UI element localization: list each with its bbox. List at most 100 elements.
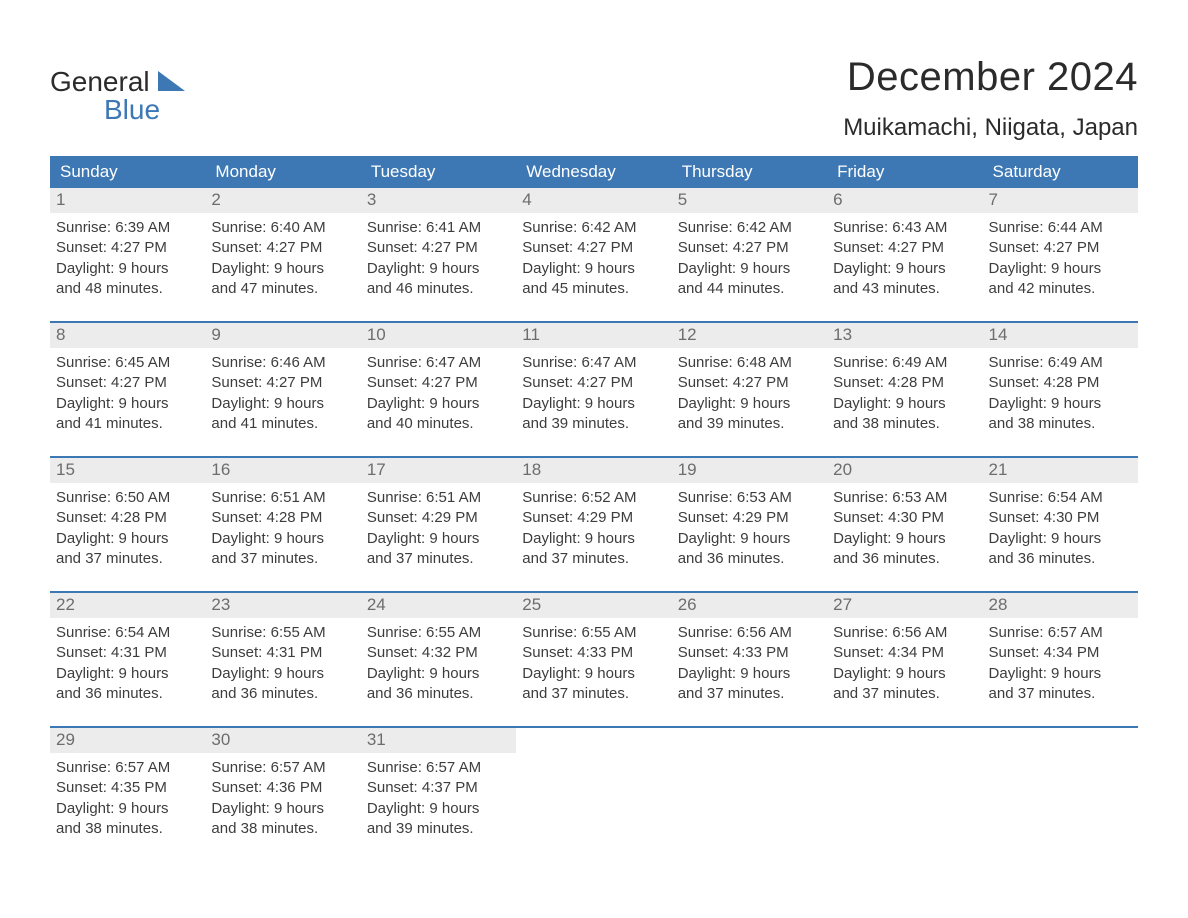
header: General Blue December 2024 Muikamachi, N… bbox=[50, 0, 1138, 142]
detail-dl2: and 38 minutes. bbox=[56, 819, 199, 839]
day-cell: 1Sunrise: 6:39 AMSunset: 4:27 PMDaylight… bbox=[50, 188, 205, 321]
day-detail: Sunrise: 6:39 AMSunset: 4:27 PMDaylight:… bbox=[50, 213, 205, 299]
detail-dl2: and 36 minutes. bbox=[989, 549, 1132, 569]
day-detail: Sunrise: 6:55 AMSunset: 4:32 PMDaylight:… bbox=[361, 618, 516, 704]
detail-dl2: and 43 minutes. bbox=[833, 279, 976, 299]
detail-sunrise: Sunrise: 6:45 AM bbox=[56, 353, 199, 373]
day-header: Tuesday bbox=[361, 156, 516, 188]
detail-dl1: Daylight: 9 hours bbox=[833, 529, 976, 549]
day-detail: Sunrise: 6:49 AMSunset: 4:28 PMDaylight:… bbox=[827, 348, 982, 434]
day-number: 2 bbox=[205, 188, 360, 213]
detail-sunset: Sunset: 4:27 PM bbox=[522, 373, 665, 393]
detail-dl2: and 36 minutes. bbox=[678, 549, 821, 569]
day-detail: Sunrise: 6:51 AMSunset: 4:29 PMDaylight:… bbox=[361, 483, 516, 569]
day-detail: Sunrise: 6:43 AMSunset: 4:27 PMDaylight:… bbox=[827, 213, 982, 299]
detail-dl1: Daylight: 9 hours bbox=[833, 664, 976, 684]
generalblue-logo-icon: General Blue bbox=[50, 65, 210, 127]
day-header: Monday bbox=[205, 156, 360, 188]
day-cell: 28Sunrise: 6:57 AMSunset: 4:34 PMDayligh… bbox=[983, 593, 1138, 726]
detail-dl1: Daylight: 9 hours bbox=[367, 529, 510, 549]
day-number: 8 bbox=[50, 323, 205, 348]
detail-sunset: Sunset: 4:28 PM bbox=[56, 508, 199, 528]
detail-sunrise: Sunrise: 6:41 AM bbox=[367, 218, 510, 238]
detail-sunrise: Sunrise: 6:55 AM bbox=[367, 623, 510, 643]
detail-sunset: Sunset: 4:34 PM bbox=[833, 643, 976, 663]
day-header: Saturday bbox=[983, 156, 1138, 188]
detail-sunset: Sunset: 4:27 PM bbox=[211, 238, 354, 258]
detail-sunrise: Sunrise: 6:54 AM bbox=[56, 623, 199, 643]
detail-dl2: and 37 minutes. bbox=[367, 549, 510, 569]
day-detail: Sunrise: 6:53 AMSunset: 4:30 PMDaylight:… bbox=[827, 483, 982, 569]
day-number: 7 bbox=[983, 188, 1138, 213]
detail-dl1: Daylight: 9 hours bbox=[522, 259, 665, 279]
detail-dl1: Daylight: 9 hours bbox=[211, 259, 354, 279]
day-number: 1 bbox=[50, 188, 205, 213]
detail-dl1: Daylight: 9 hours bbox=[678, 259, 821, 279]
day-detail: Sunrise: 6:44 AMSunset: 4:27 PMDaylight:… bbox=[983, 213, 1138, 299]
detail-sunrise: Sunrise: 6:49 AM bbox=[989, 353, 1132, 373]
detail-sunrise: Sunrise: 6:55 AM bbox=[211, 623, 354, 643]
day-detail: Sunrise: 6:50 AMSunset: 4:28 PMDaylight:… bbox=[50, 483, 205, 569]
detail-dl1: Daylight: 9 hours bbox=[522, 394, 665, 414]
day-detail: Sunrise: 6:57 AMSunset: 4:35 PMDaylight:… bbox=[50, 753, 205, 839]
detail-sunset: Sunset: 4:27 PM bbox=[367, 238, 510, 258]
detail-dl1: Daylight: 9 hours bbox=[211, 529, 354, 549]
logo-text-general: General bbox=[50, 66, 150, 97]
detail-dl2: and 37 minutes. bbox=[833, 684, 976, 704]
detail-sunrise: Sunrise: 6:44 AM bbox=[989, 218, 1132, 238]
day-number: 20 bbox=[827, 458, 982, 483]
logo-text-blue: Blue bbox=[104, 94, 160, 125]
detail-dl2: and 38 minutes. bbox=[211, 819, 354, 839]
day-cell: 27Sunrise: 6:56 AMSunset: 4:34 PMDayligh… bbox=[827, 593, 982, 726]
detail-sunset: Sunset: 4:30 PM bbox=[989, 508, 1132, 528]
detail-dl2: and 48 minutes. bbox=[56, 279, 199, 299]
day-detail: Sunrise: 6:57 AMSunset: 4:37 PMDaylight:… bbox=[361, 753, 516, 839]
day-detail: Sunrise: 6:46 AMSunset: 4:27 PMDaylight:… bbox=[205, 348, 360, 434]
day-cell: 17Sunrise: 6:51 AMSunset: 4:29 PMDayligh… bbox=[361, 458, 516, 591]
day-number: 5 bbox=[672, 188, 827, 213]
detail-sunrise: Sunrise: 6:43 AM bbox=[833, 218, 976, 238]
week-row: 22Sunrise: 6:54 AMSunset: 4:31 PMDayligh… bbox=[50, 591, 1138, 726]
day-detail: Sunrise: 6:49 AMSunset: 4:28 PMDaylight:… bbox=[983, 348, 1138, 434]
day-cell bbox=[672, 728, 827, 861]
detail-dl2: and 40 minutes. bbox=[367, 414, 510, 434]
detail-dl1: Daylight: 9 hours bbox=[56, 259, 199, 279]
detail-dl1: Daylight: 9 hours bbox=[833, 259, 976, 279]
detail-sunset: Sunset: 4:28 PM bbox=[989, 373, 1132, 393]
detail-sunrise: Sunrise: 6:49 AM bbox=[833, 353, 976, 373]
detail-sunset: Sunset: 4:30 PM bbox=[833, 508, 976, 528]
detail-dl2: and 37 minutes. bbox=[211, 549, 354, 569]
detail-sunrise: Sunrise: 6:51 AM bbox=[211, 488, 354, 508]
detail-sunrise: Sunrise: 6:57 AM bbox=[989, 623, 1132, 643]
page: General Blue December 2024 Muikamachi, N… bbox=[0, 0, 1188, 901]
detail-dl1: Daylight: 9 hours bbox=[56, 394, 199, 414]
detail-dl2: and 36 minutes. bbox=[56, 684, 199, 704]
detail-dl2: and 39 minutes. bbox=[367, 819, 510, 839]
day-cell: 15Sunrise: 6:50 AMSunset: 4:28 PMDayligh… bbox=[50, 458, 205, 591]
month-title: December 2024 bbox=[843, 55, 1138, 100]
detail-dl1: Daylight: 9 hours bbox=[211, 394, 354, 414]
detail-dl1: Daylight: 9 hours bbox=[989, 394, 1132, 414]
day-cell: 4Sunrise: 6:42 AMSunset: 4:27 PMDaylight… bbox=[516, 188, 671, 321]
day-detail: Sunrise: 6:40 AMSunset: 4:27 PMDaylight:… bbox=[205, 213, 360, 299]
detail-dl1: Daylight: 9 hours bbox=[367, 664, 510, 684]
day-number: 24 bbox=[361, 593, 516, 618]
detail-dl2: and 36 minutes. bbox=[833, 549, 976, 569]
detail-dl1: Daylight: 9 hours bbox=[367, 799, 510, 819]
detail-dl2: and 38 minutes. bbox=[989, 414, 1132, 434]
detail-sunset: Sunset: 4:37 PM bbox=[367, 778, 510, 798]
day-cell: 3Sunrise: 6:41 AMSunset: 4:27 PMDaylight… bbox=[361, 188, 516, 321]
detail-dl2: and 47 minutes. bbox=[211, 279, 354, 299]
detail-sunrise: Sunrise: 6:57 AM bbox=[56, 758, 199, 778]
day-detail: Sunrise: 6:55 AMSunset: 4:31 PMDaylight:… bbox=[205, 618, 360, 704]
week-row: 29Sunrise: 6:57 AMSunset: 4:35 PMDayligh… bbox=[50, 726, 1138, 861]
day-detail: Sunrise: 6:54 AMSunset: 4:31 PMDaylight:… bbox=[50, 618, 205, 704]
detail-dl2: and 44 minutes. bbox=[678, 279, 821, 299]
day-cell: 8Sunrise: 6:45 AMSunset: 4:27 PMDaylight… bbox=[50, 323, 205, 456]
day-number: 19 bbox=[672, 458, 827, 483]
detail-sunrise: Sunrise: 6:47 AM bbox=[522, 353, 665, 373]
day-number: 15 bbox=[50, 458, 205, 483]
day-cell: 22Sunrise: 6:54 AMSunset: 4:31 PMDayligh… bbox=[50, 593, 205, 726]
day-number: 17 bbox=[361, 458, 516, 483]
day-number: 22 bbox=[50, 593, 205, 618]
